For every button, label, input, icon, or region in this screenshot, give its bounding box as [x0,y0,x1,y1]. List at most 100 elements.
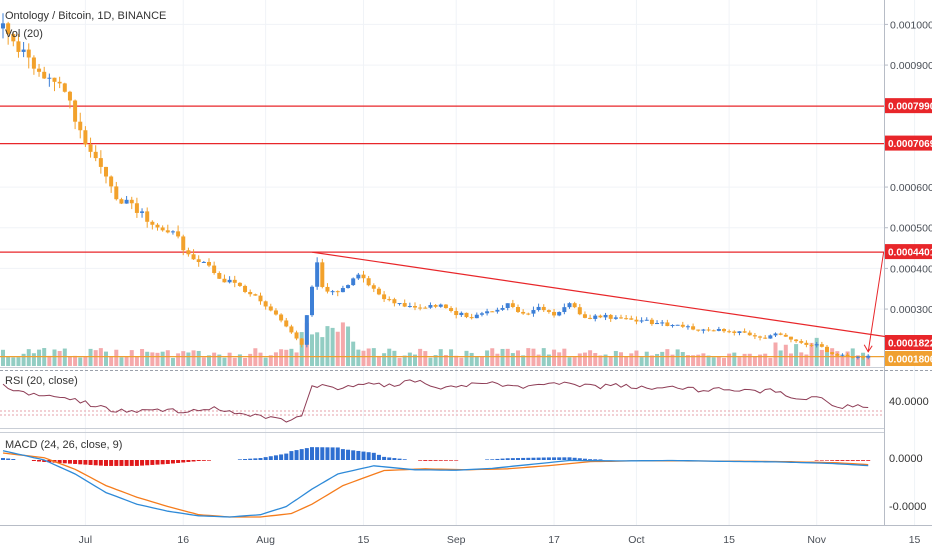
candle-body [459,312,464,316]
volume-bar [299,332,304,366]
macd-histogram-bar [567,457,572,460]
macd-histogram-bar [557,457,562,460]
volume-indicator-label[interactable]: Vol (20) [5,28,43,40]
candle-body [454,310,459,316]
volume-bar [788,353,793,366]
volume-bar [222,357,227,366]
rsi-indicator-label[interactable]: RSI (20, close) [5,375,78,387]
volume-bar [685,355,690,366]
time-tick-label: 16 [177,534,189,546]
candle-body [31,57,36,69]
macd-histogram-bar [840,460,845,461]
volume-bar [289,348,294,366]
volume-bar [140,349,145,366]
candle-body [500,307,505,310]
macd-histogram-bar [6,458,11,460]
candle-body [701,329,706,331]
candle-body [176,231,181,237]
candle-body [150,221,155,225]
volume-bar [665,349,670,366]
candle-body [763,337,768,339]
candle-body [109,176,114,187]
macd-histogram-bar [366,452,371,460]
candle-body [98,158,103,167]
candle-body [26,49,31,58]
macd-histogram-bar [500,458,505,460]
candle-body [310,286,314,316]
projection-arrow [867,252,885,352]
volume-bar [356,349,361,366]
volume-bar [340,322,345,366]
price-label-box [885,335,932,350]
candle-body [727,331,732,333]
macd-histogram-bar [438,460,443,461]
candle-body [577,307,582,315]
volume-bar [212,352,217,366]
time-tick-label: 17 [548,534,560,546]
candle-body [145,211,150,222]
candle-body [330,291,335,293]
macd-histogram-bar [263,457,268,460]
macd-histogram-bar [186,460,191,462]
volume-bar [119,357,124,366]
volume-bar [248,353,253,366]
volume-bar [62,348,67,366]
candle-body [423,307,428,309]
candle-body [804,342,809,345]
horizontal-levels[interactable] [0,105,884,358]
volume-bar [742,353,747,366]
macd-histogram-bar [150,460,155,465]
macd-histogram-bar [42,460,47,462]
candle-body [603,314,608,318]
macd-indicator-label[interactable]: MACD (24, 26, close, 9) [5,439,123,451]
candle-body [315,262,320,287]
macd-histogram-bar [582,458,587,460]
price-label-text: 0.0004401 [888,248,932,259]
volume-bar [593,353,598,366]
volume-bar [16,357,21,366]
volume-bar [505,348,510,366]
candle-body [485,311,490,314]
macd-pane [1,447,871,518]
rsi-tick-label: 40.0000 [889,396,929,408]
rsi-pane [0,379,884,423]
macd-histogram-bar [562,457,567,460]
volume-bar [572,357,577,366]
volume-bar [809,342,814,366]
macd-histogram-bar [598,459,603,460]
candle-body [268,306,273,311]
candle-body [737,331,742,333]
candle-body [52,77,57,82]
macd-histogram-bar [346,449,351,460]
candle-body [140,211,145,213]
candle-body [191,254,196,260]
volume-bar [845,351,850,366]
macd-histogram-bar [397,458,402,460]
candle-body [73,100,78,122]
volume-bars [1,322,871,366]
candle-body [814,344,819,346]
candle-body [593,315,598,319]
macd-histogram-bar [361,451,366,460]
volume-bar [402,355,407,366]
volume-bar [418,348,423,366]
volume-bar [31,353,36,366]
macd-histogram-bar [861,460,866,461]
volume-bar [449,349,454,366]
macd-histogram-bar [73,460,78,464]
macd-histogram-bar [443,460,448,461]
candle-body [629,318,634,320]
candle-body [361,274,366,279]
macd-histogram-bar [418,460,423,461]
macd-histogram-bar [37,460,42,462]
volume-bar [464,350,469,366]
macd-histogram-bar [382,456,387,460]
candle-body [201,261,206,263]
macd-histogram-bar [88,460,93,465]
volume-bar [732,352,737,366]
volume-bar [696,354,701,366]
candle-body [526,313,531,315]
candle-body [134,203,139,213]
